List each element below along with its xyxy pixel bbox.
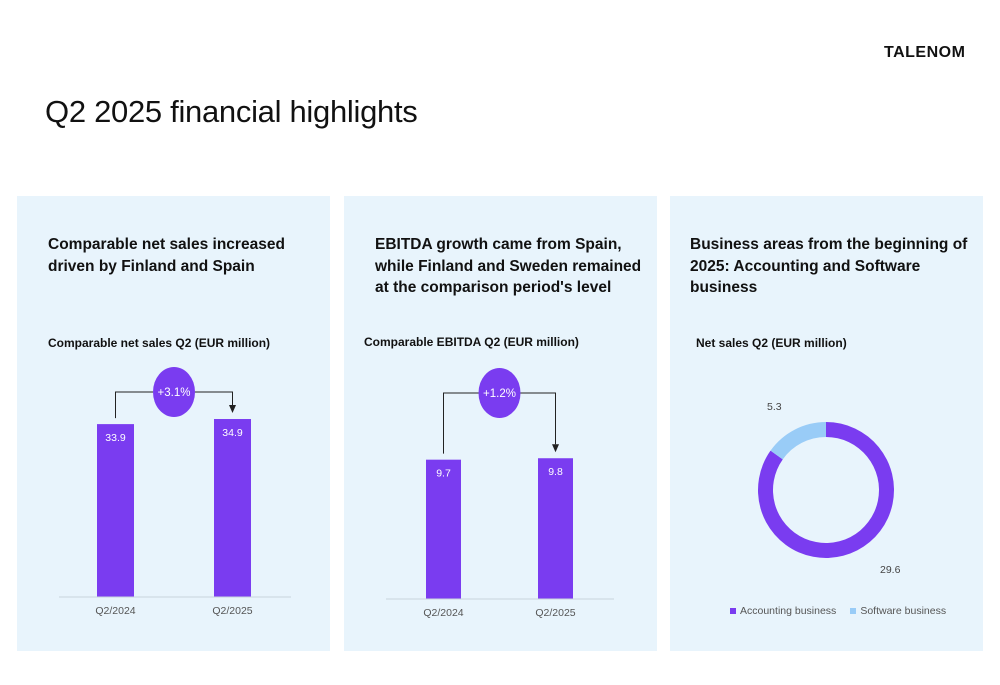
legend-swatch [850,608,857,614]
bar [538,458,573,599]
donut-value-label: 29.6 [880,564,901,576]
ebitda-panel: EBITDA growth came from Spain, while Fin… [344,196,657,651]
growth-badge [478,368,521,418]
legend-label: Software business [860,605,947,617]
bar [426,459,461,599]
bar-value-label: 33.9 [105,432,126,444]
panel-heading: Business areas from the beginning of 202… [690,236,968,296]
donut-value-label: 5.3 [767,401,782,413]
chart-title: Comparable EBITDA Q2 (EUR million) [364,335,579,349]
bar [97,424,134,597]
chart-title: Net sales Q2 (EUR million) [696,336,847,350]
legend-label: Accounting business [740,605,837,617]
net-sales-bar-chart: 33.9 Q2/2024 34.9 Q2/2025 +3.1% [59,367,291,617]
x-tick-label: Q2/2024 [95,605,135,617]
ebitda-bar-chart: 9.7 Q2/2024 9.8 Q2/2025 +1.2% [386,368,614,619]
arrow-head-icon [552,444,559,453]
bar-value-label: 9.7 [436,468,451,480]
company-logo: TALENOM [884,44,966,61]
x-tick-label: Q2/2024 [423,607,463,619]
bar [214,419,251,597]
growth-badge [153,367,195,417]
page-title: Q2 2025 financial highlights [45,94,418,129]
legend-item-software: Software business [850,605,946,617]
panel-heading: Comparable net sales increased driven by… [48,236,285,275]
donut-slice [770,422,826,460]
panel-heading: EBITDA growth came from Spain, while Fin… [375,236,642,296]
bar-value-label: 9.8 [548,466,563,478]
net-sales-panel: Comparable net sales increased driven by… [17,196,330,651]
chart-legend: Accounting business Software business [730,605,946,617]
x-tick-label: Q2/2025 [212,605,252,617]
business-areas-panel: Business areas from the beginning of 202… [670,196,983,651]
legend-item-accounting: Accounting business [730,605,836,617]
legend-swatch [730,608,736,614]
growth-badge-label: +1.2% [483,388,516,400]
bar-value-label: 34.9 [222,427,243,439]
x-tick-label: Q2/2025 [535,607,575,619]
chart-title: Comparable net sales Q2 (EUR million) [48,336,271,350]
growth-badge-label: +3.1% [158,387,191,399]
net-sales-donut-chart: 29.6 5.3 [758,401,901,576]
arrow-head-icon [229,405,236,414]
